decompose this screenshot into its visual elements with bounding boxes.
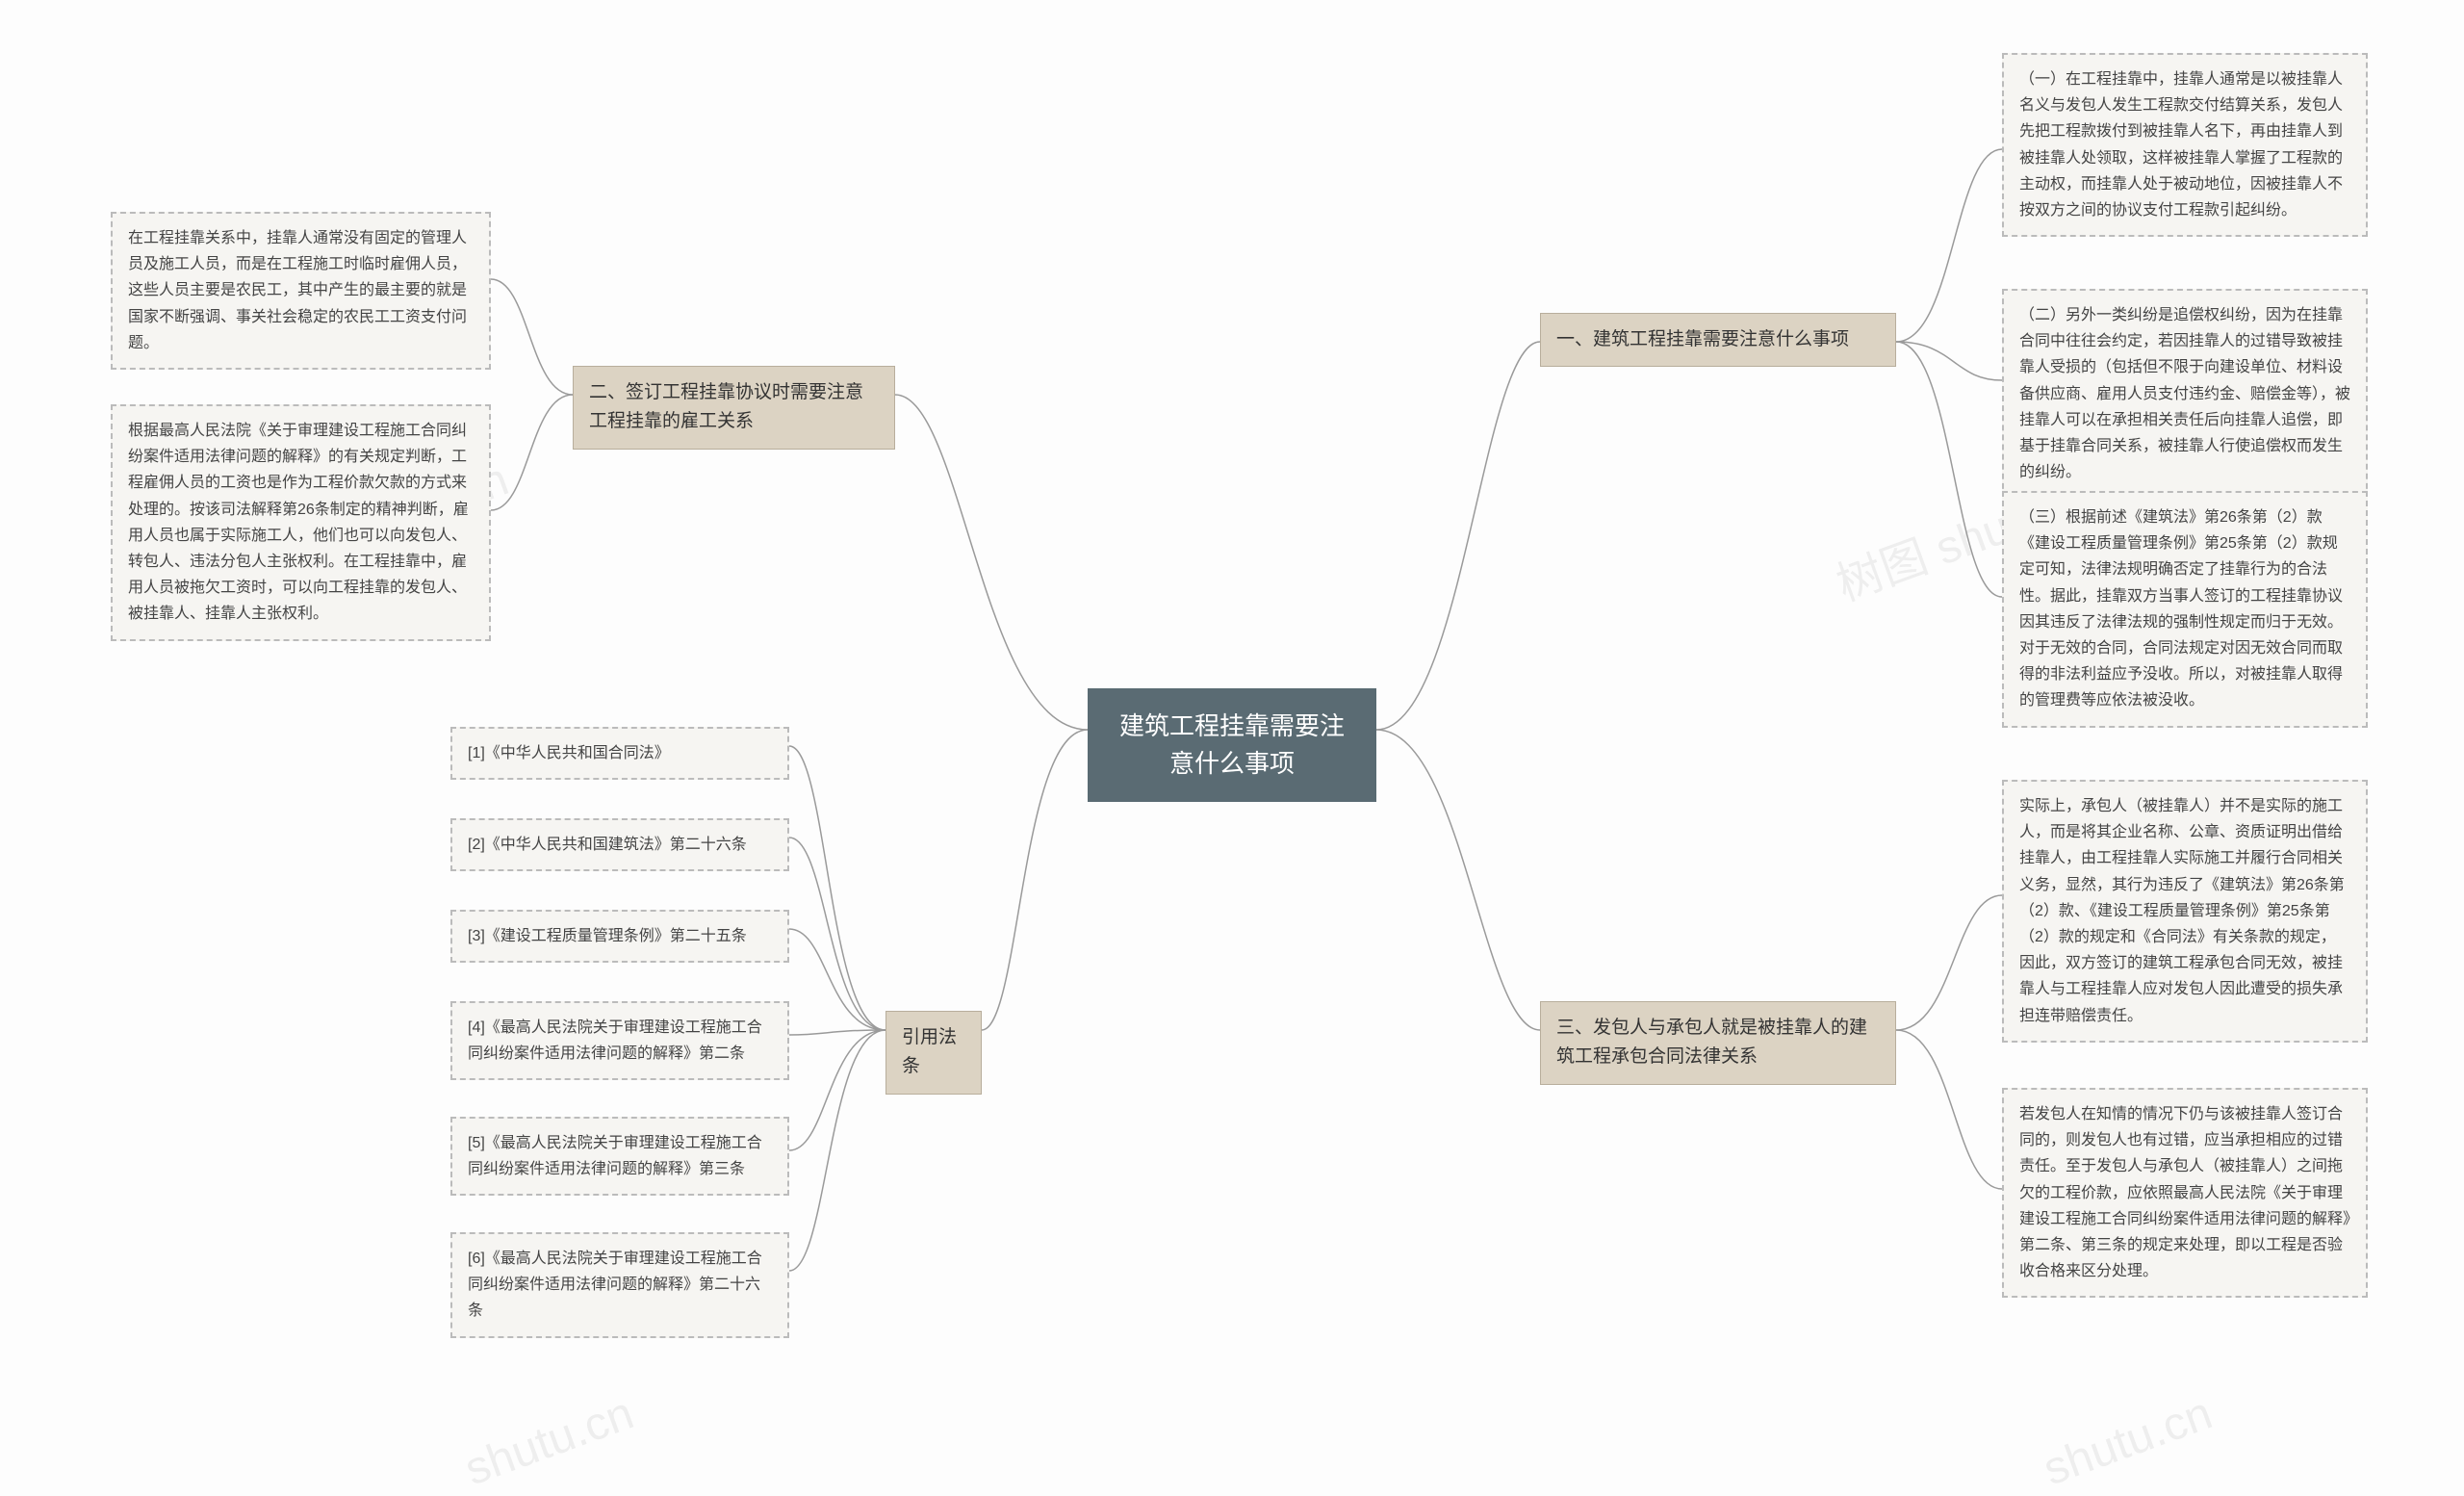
leaf-node: [5]《最高人民法院关于审理建设工程施工合同纠纷案件适用法律问题的解释》第三条: [450, 1117, 789, 1196]
leaf-node: [2]《中华人民共和国建筑法》第二十六条: [450, 818, 789, 871]
leaf-node: 若发包人在知情的情况下仍与该被挂靠人签订合同的，则发包人也有过错，应当承担相应的…: [2002, 1088, 2368, 1298]
leaf-node: [4]《最高人民法院关于审理建设工程施工合同纠纷案件适用法律问题的解释》第二条: [450, 1001, 789, 1080]
leaf-node: 实际上，承包人（被挂靠人）并不是实际的施工人，而是将其企业名称、公章、资质证明出…: [2002, 780, 2368, 1043]
leaf-node: 在工程挂靠关系中，挂靠人通常没有固定的管理人员及施工人员，而是在工程施工时临时雇…: [111, 212, 491, 370]
watermark: shutu.cn: [2037, 1387, 2219, 1496]
branch-node-1: 一、建筑工程挂靠需要注意什么事项: [1540, 313, 1896, 367]
branch-node-2: 二、签订工程挂靠协议时需要注意工程挂靠的雇工关系: [573, 366, 895, 450]
branch-node-4: 引用法条: [886, 1011, 982, 1095]
watermark: shutu.cn: [458, 1387, 640, 1496]
leaf-node: 根据最高人民法院《关于审理建设工程施工合同纠纷案件适用法律问题的解释》的有关规定…: [111, 404, 491, 641]
branch-node-3: 三、发包人与承包人就是被挂靠人的建筑工程承包合同法律关系: [1540, 1001, 1896, 1085]
leaf-node: [1]《中华人民共和国合同法》: [450, 727, 789, 780]
leaf-node: （一）在工程挂靠中，挂靠人通常是以被挂靠人名义与发包人发生工程款交付结算关系，发…: [2002, 53, 2368, 237]
leaf-node: [3]《建设工程质量管理条例》第二十五条: [450, 910, 789, 963]
leaf-node: （三）根据前述《建筑法》第26条第（2）款《建设工程质量管理条例》第25条第（2…: [2002, 491, 2368, 728]
leaf-node: （二）另外一类纠纷是追偿权纠纷，因为在挂靠合同中往往会约定，若因挂靠人的过错导致…: [2002, 289, 2368, 499]
center-node: 建筑工程挂靠需要注意什么事项: [1088, 688, 1376, 802]
leaf-node: [6]《最高人民法院关于审理建设工程施工合同纠纷案件适用法律问题的解释》第二十六…: [450, 1232, 789, 1338]
